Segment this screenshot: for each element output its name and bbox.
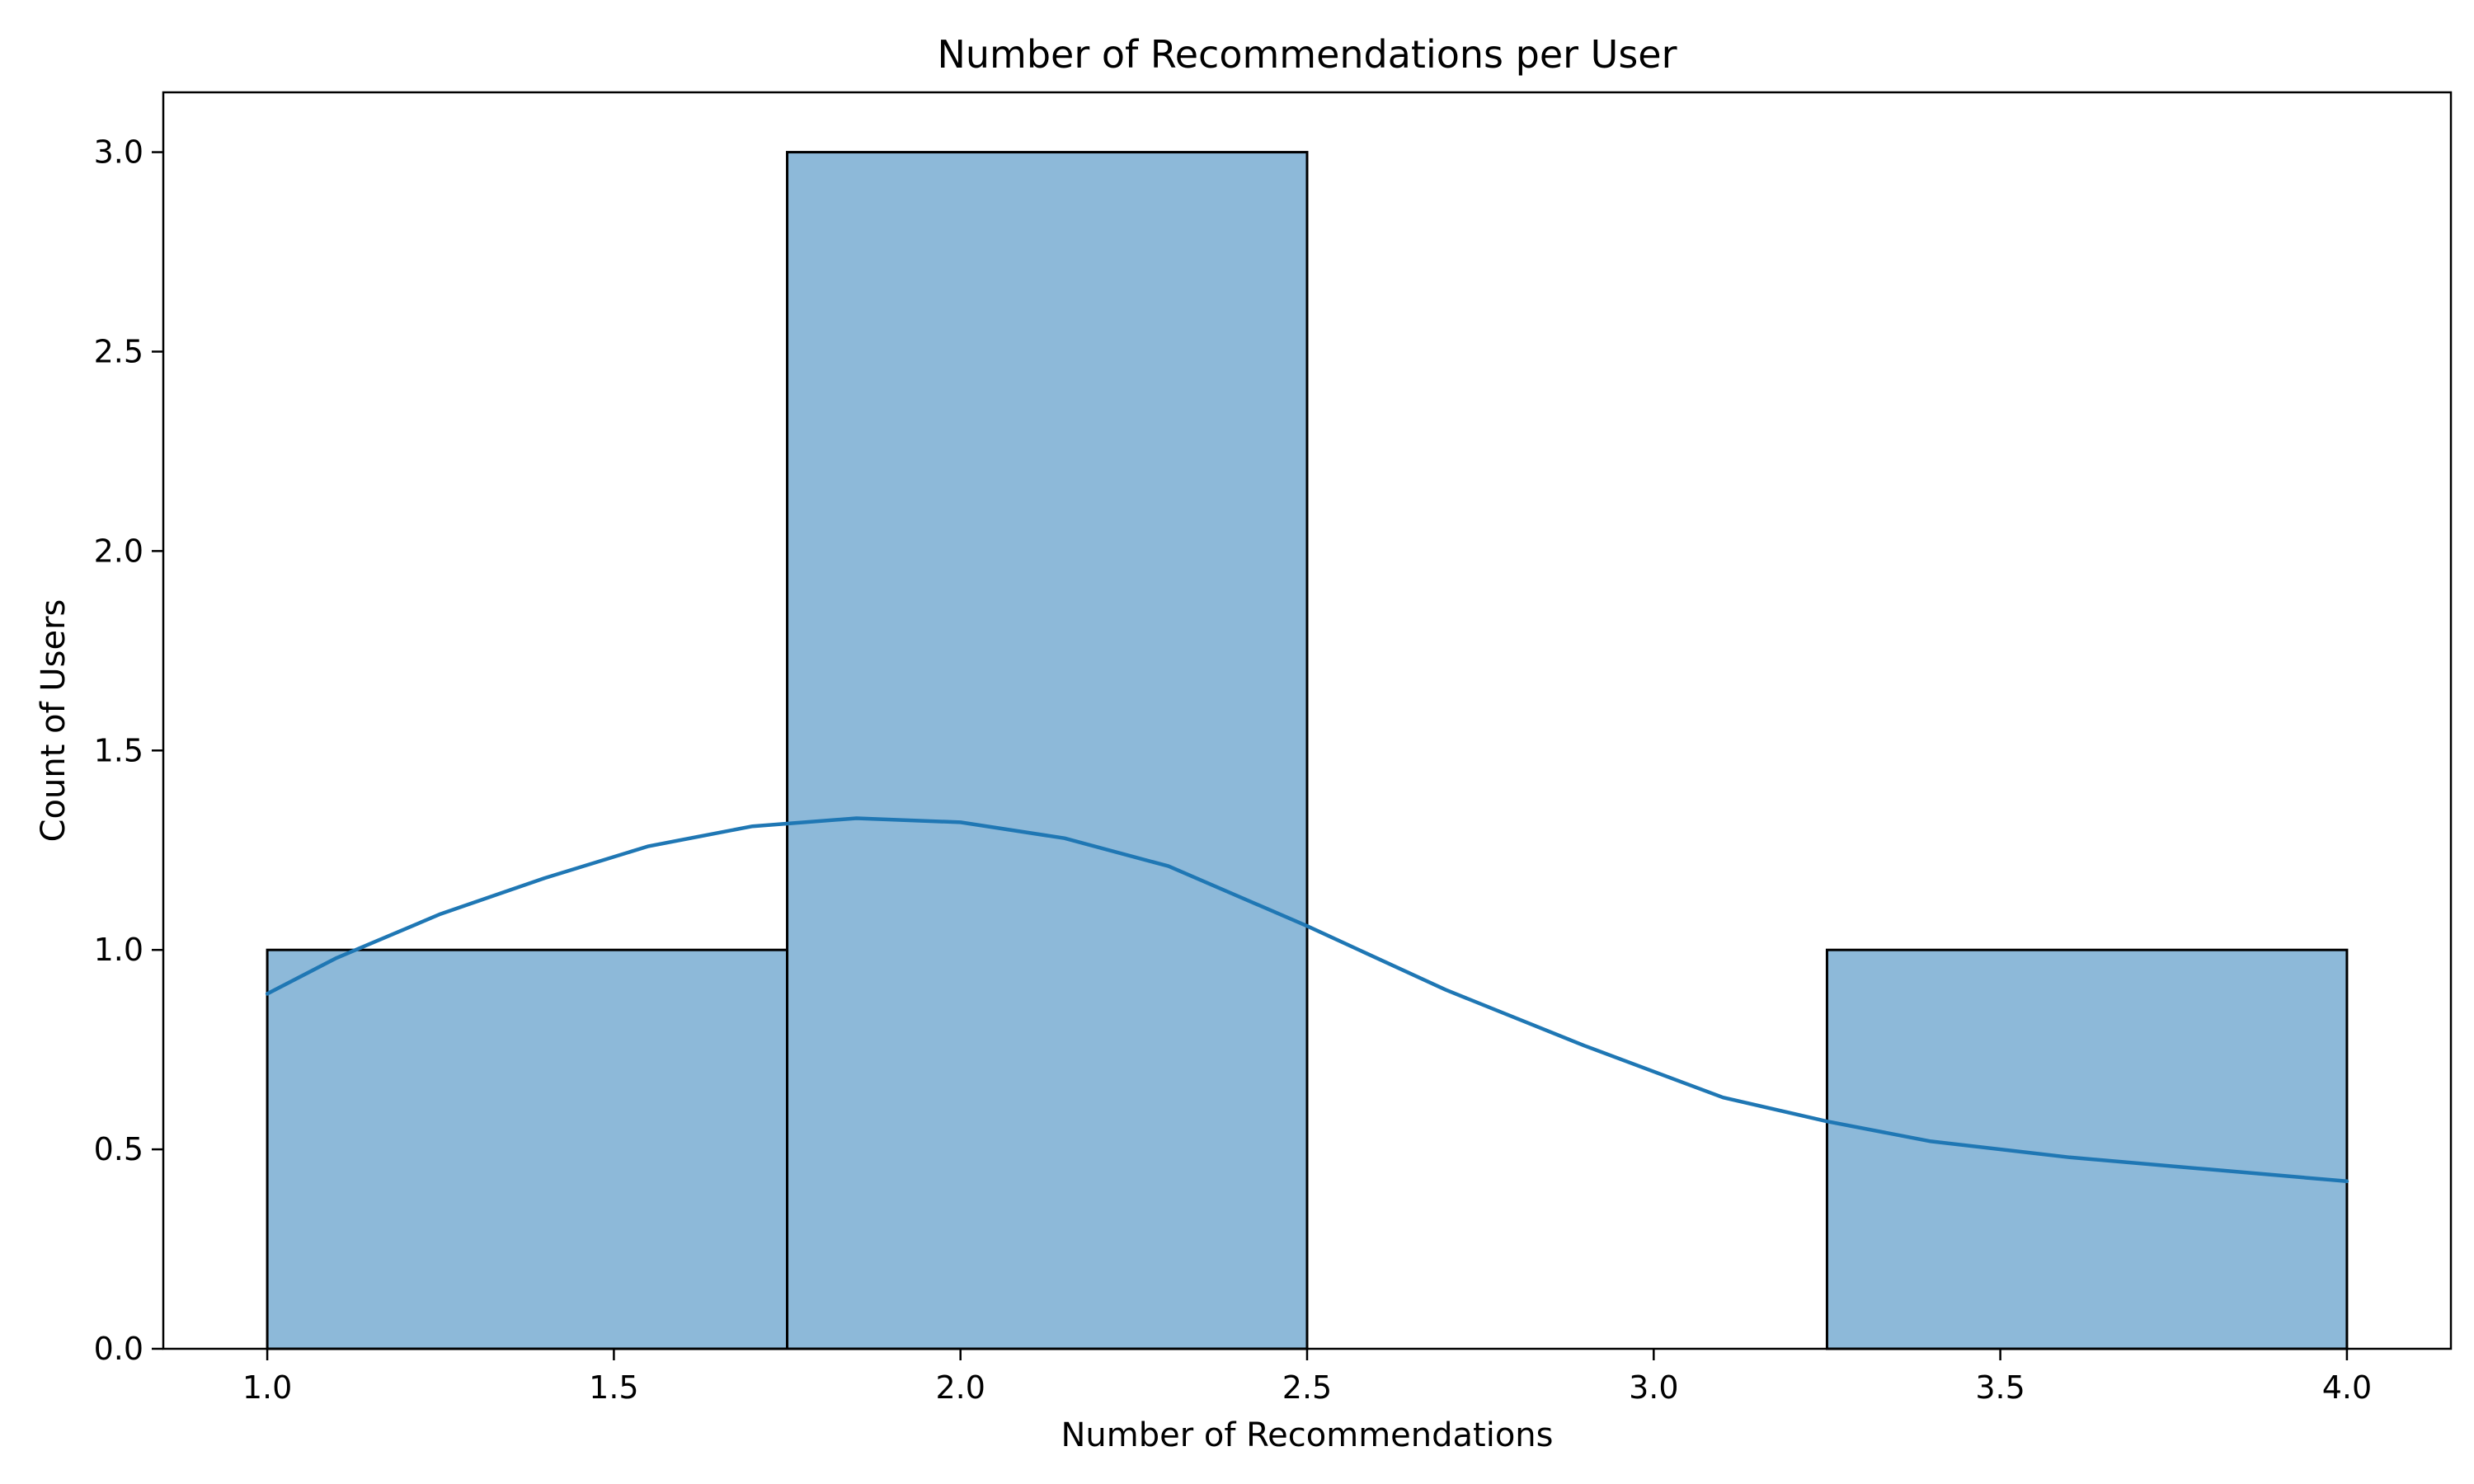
y-tick-label: 2.0 xyxy=(94,533,143,569)
x-tick-label: 4.0 xyxy=(2322,1369,2372,1406)
x-tick-label: 3.0 xyxy=(1629,1369,1678,1406)
x-axis-title: Number of Recommendations xyxy=(1061,1416,1554,1454)
x-axis-ticks: 1.0 1.5 2.0 2.5 3.0 3.5 4.0 xyxy=(242,1349,2372,1406)
y-axis-ticks: 0.0 0.5 1.0 1.5 2.0 2.5 3.0 xyxy=(94,134,163,1367)
histogram-bar-4 xyxy=(1827,950,2346,1349)
x-tick-label: 1.0 xyxy=(242,1369,292,1406)
chart-title: Number of Recommendations per User xyxy=(937,32,1677,77)
x-tick-label: 3.5 xyxy=(1975,1369,2025,1406)
y-tick-label: 3.0 xyxy=(94,134,143,171)
histogram-bar-2 xyxy=(788,153,1307,1349)
x-tick-label: 1.5 xyxy=(589,1369,638,1406)
y-tick-label: 1.0 xyxy=(94,932,143,968)
y-tick-label: 2.5 xyxy=(94,333,143,369)
y-tick-label: 0.5 xyxy=(94,1131,143,1167)
y-axis-title: Count of Users xyxy=(35,599,73,843)
y-tick-label: 1.5 xyxy=(94,732,143,768)
y-tick-label: 0.0 xyxy=(94,1331,143,1367)
histogram-bar-1 xyxy=(267,950,787,1349)
x-tick-label: 2.0 xyxy=(935,1369,985,1406)
histogram-bars xyxy=(267,153,2347,1349)
x-tick-label: 2.5 xyxy=(1282,1369,1332,1406)
